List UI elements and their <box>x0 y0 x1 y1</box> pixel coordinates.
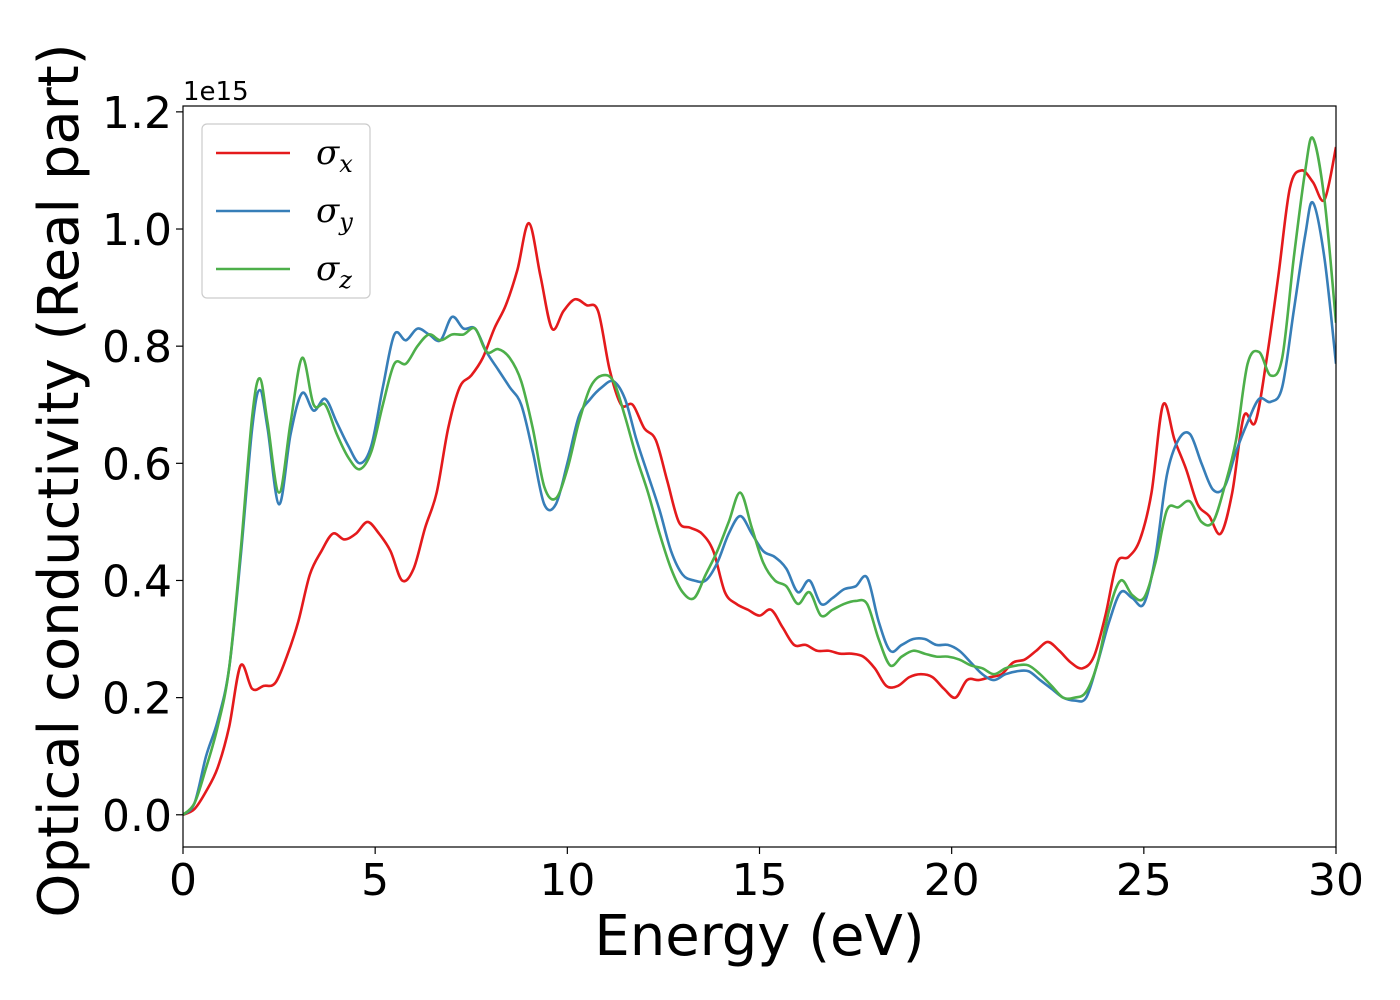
x-tick-label: 15 <box>732 855 788 906</box>
x-tick-label: 10 <box>539 855 595 906</box>
y-tick-label: 0.2 <box>102 674 172 725</box>
legend-subscript: x <box>339 150 353 178</box>
series-line-z <box>183 136 1336 816</box>
x-tick-label: 30 <box>1308 855 1364 906</box>
series-layer <box>183 136 1336 816</box>
legend-subscript: z <box>338 266 352 294</box>
x-tick-label: 25 <box>1116 855 1172 906</box>
y-tick-label: 0.0 <box>102 791 172 842</box>
x-axis-title: Energy (eV) <box>594 904 924 969</box>
series-line-x <box>183 146 1336 816</box>
legend-subscript: y <box>338 208 353 236</box>
legend-label: σz <box>316 249 352 294</box>
y-tick-label: 0.6 <box>102 439 172 490</box>
x-tick-label: 0 <box>169 855 197 906</box>
y-axis: 0.0 0.2 0.4 0.6 0.8 1.0 1.2 <box>102 88 183 842</box>
legend-item-z: σz <box>216 249 352 294</box>
x-tick-label: 5 <box>361 855 389 906</box>
y-tick-label: 0.4 <box>102 556 172 607</box>
y-axis-title: Optical conductivity (Real part) <box>27 43 92 917</box>
x-axis: 0 5 10 15 20 25 30 <box>169 847 1364 906</box>
y-tick-label: 1.0 <box>102 205 172 256</box>
y-offset-label: 1e15 <box>183 77 249 107</box>
y-tick-label: 0.8 <box>102 322 172 373</box>
x-tick-label: 20 <box>924 855 980 906</box>
y-tick-label: 1.2 <box>102 88 172 139</box>
